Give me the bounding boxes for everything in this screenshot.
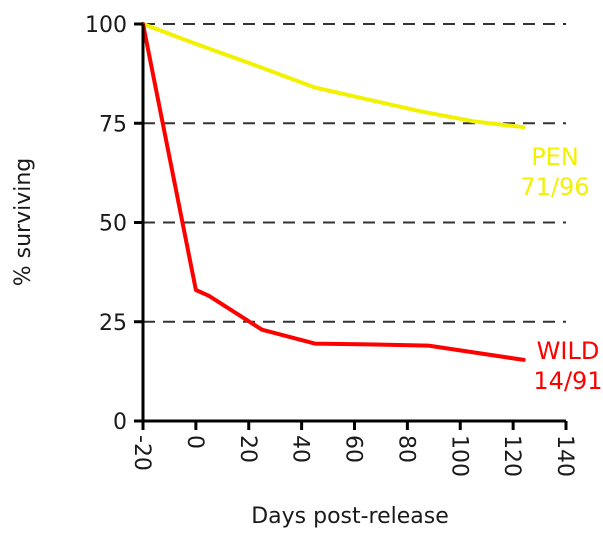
series-name-wild: WILD	[537, 337, 600, 365]
x-tick-label: 100	[446, 435, 471, 477]
y-tick-label: 25	[99, 311, 127, 336]
x-axis-label: Days post-release	[251, 504, 449, 529]
x-tick-label: 20	[235, 435, 260, 463]
x-tick-label: 140	[552, 435, 577, 477]
x-tick-label: -20	[129, 435, 154, 471]
series-count-wild: 14/91	[533, 367, 602, 395]
series-lines	[141, 22, 526, 362]
y-tick-label: 100	[85, 13, 127, 38]
x-tick-label: 0	[182, 435, 207, 449]
x-tick-label: 40	[288, 435, 313, 463]
series-line-pen	[141, 22, 526, 130]
series-name-pen: PEN	[531, 143, 579, 171]
x-tick-label: 80	[393, 435, 418, 463]
x-tick-label: 120	[499, 435, 524, 477]
x-tick-label: 60	[341, 435, 366, 463]
y-tick-label: 75	[99, 112, 127, 137]
y-tick-label: 50	[99, 212, 127, 237]
series-line-wild	[141, 22, 526, 362]
y-tick-label: 0	[113, 410, 127, 435]
y-axis-label: % surviving	[11, 158, 36, 287]
gridlines	[143, 23, 566, 323]
series-count-pen: 71/96	[520, 173, 589, 201]
